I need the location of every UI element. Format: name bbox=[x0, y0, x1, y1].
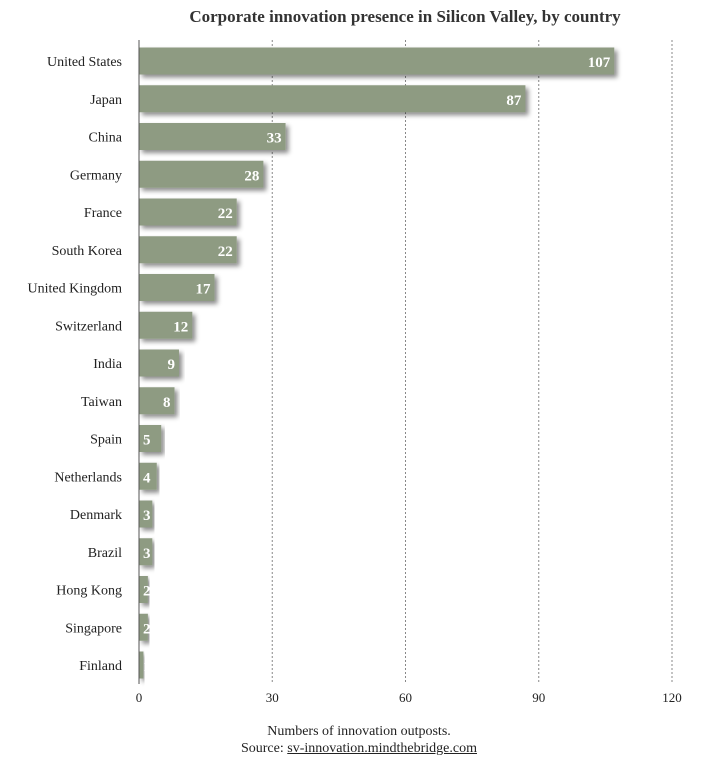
category-label: Taiwan bbox=[81, 395, 122, 410]
category-label: Japan bbox=[90, 93, 122, 108]
category-label: Switzerland bbox=[55, 319, 122, 334]
bar bbox=[139, 613, 148, 641]
bar bbox=[139, 198, 237, 226]
category-label: Brazil bbox=[88, 546, 122, 561]
category-label: Netherlands bbox=[54, 470, 122, 485]
category-label: Denmark bbox=[70, 508, 122, 523]
source-line: Source: sv-innovation.mindthebridge.com bbox=[0, 741, 718, 757]
category-label: United States bbox=[47, 55, 122, 70]
x-axis-label: Numbers of innovation outposts. bbox=[267, 724, 451, 739]
bar bbox=[139, 462, 157, 490]
category-label: France bbox=[84, 206, 122, 221]
x-tick-label: 60 bbox=[399, 690, 412, 705]
bar bbox=[139, 47, 615, 75]
data-label: 17 bbox=[196, 282, 212, 298]
data-label: 2 bbox=[143, 621, 151, 637]
x-tick-label: 120 bbox=[662, 690, 682, 705]
x-tick-label: 30 bbox=[266, 690, 279, 705]
bar bbox=[139, 651, 144, 679]
grid bbox=[271, 40, 673, 684]
bar bbox=[139, 236, 237, 264]
bar bbox=[139, 274, 215, 301]
x-tick-label: 0 bbox=[136, 690, 143, 705]
data-label: 2 bbox=[143, 584, 151, 600]
bar bbox=[139, 311, 193, 339]
data-label: 28 bbox=[244, 168, 259, 184]
data-label: 3 bbox=[143, 508, 151, 524]
bar bbox=[139, 425, 162, 452]
category-label: India bbox=[93, 357, 123, 372]
source-link[interactable]: sv-innovation.mindthebridge.com bbox=[287, 741, 477, 756]
bar bbox=[139, 123, 286, 150]
data-label: 22 bbox=[218, 244, 233, 260]
bar bbox=[139, 538, 153, 566]
data-label: 9 bbox=[167, 357, 175, 373]
category-label: Singapore bbox=[65, 621, 122, 636]
category-label: Spain bbox=[90, 433, 122, 448]
data-label: 1 bbox=[143, 659, 151, 675]
x-axis: 0 30 60 90 120 United States Japan China Germany… bbox=[28, 40, 682, 705]
data-label: 107 bbox=[588, 55, 611, 71]
data-label: 3 bbox=[143, 546, 151, 562]
data-label: 4 bbox=[143, 470, 151, 486]
bar bbox=[139, 160, 264, 188]
x-tick-label: 90 bbox=[532, 690, 545, 705]
data-label: 5 bbox=[143, 433, 151, 449]
chart-title: Corporate innovation presence in Silicon… bbox=[189, 7, 621, 26]
data-label: 12 bbox=[173, 319, 188, 335]
bar bbox=[139, 576, 148, 603]
bar bbox=[139, 500, 153, 528]
category-label: South Korea bbox=[52, 244, 123, 259]
data-label: 87 bbox=[506, 93, 522, 109]
bar bbox=[139, 349, 179, 377]
data-label: 8 bbox=[163, 395, 171, 411]
bar bbox=[139, 85, 526, 113]
data-label: 33 bbox=[267, 131, 282, 147]
source-prefix: Source: bbox=[240, 741, 288, 756]
bar bbox=[139, 387, 175, 415]
category-label: China bbox=[89, 131, 123, 146]
category-label: United Kingdom bbox=[28, 282, 123, 297]
category-label: Finland bbox=[79, 659, 122, 674]
data-label: 22 bbox=[218, 206, 233, 222]
category-label: Germany bbox=[70, 168, 122, 183]
category-label: Hong Kong bbox=[56, 584, 122, 599]
